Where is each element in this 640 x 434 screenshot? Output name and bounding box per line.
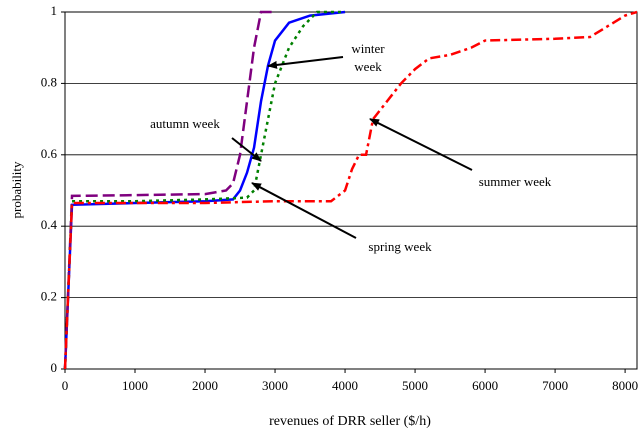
x-tick-label: 7000	[542, 378, 568, 393]
annotation: week	[354, 59, 382, 74]
x-tick-label: 4000	[332, 378, 358, 393]
line-series	[63, 10, 638, 370]
x-tick-label: 0	[62, 378, 69, 393]
x-tick-label: 8000	[612, 378, 638, 393]
arrow	[369, 118, 473, 171]
x-tick-label: 5000	[402, 378, 428, 393]
plot-frame	[64, 11, 638, 370]
arrow	[231, 137, 262, 162]
x-tick-label: 3000	[262, 378, 288, 393]
annotation: winter	[351, 41, 385, 56]
x-tick-label: 2000	[192, 378, 218, 393]
x-axis-label: revenues of DRR seller ($/h)	[269, 414, 431, 429]
annotation: autumn week	[150, 116, 220, 131]
y-tick-label: 0.8	[41, 74, 57, 89]
line-series	[63, 10, 346, 370]
y-axis-label: probability	[9, 161, 24, 219]
arrow	[251, 182, 357, 239]
arrow	[267, 56, 344, 69]
y-tick-label: 0	[51, 360, 58, 375]
line-series	[63, 10, 346, 370]
annotation: summer week	[479, 174, 552, 189]
annotation: spring week	[368, 239, 432, 254]
y-tick-label: 0.6	[41, 146, 58, 161]
y-tick-label: 1	[51, 3, 58, 18]
line-series	[63, 10, 276, 370]
x-tick-label: 6000	[472, 378, 498, 393]
x-tick-label: 1000	[122, 378, 148, 393]
y-tick-label: 0.2	[41, 289, 57, 304]
y-tick-label: 0.4	[41, 217, 58, 232]
